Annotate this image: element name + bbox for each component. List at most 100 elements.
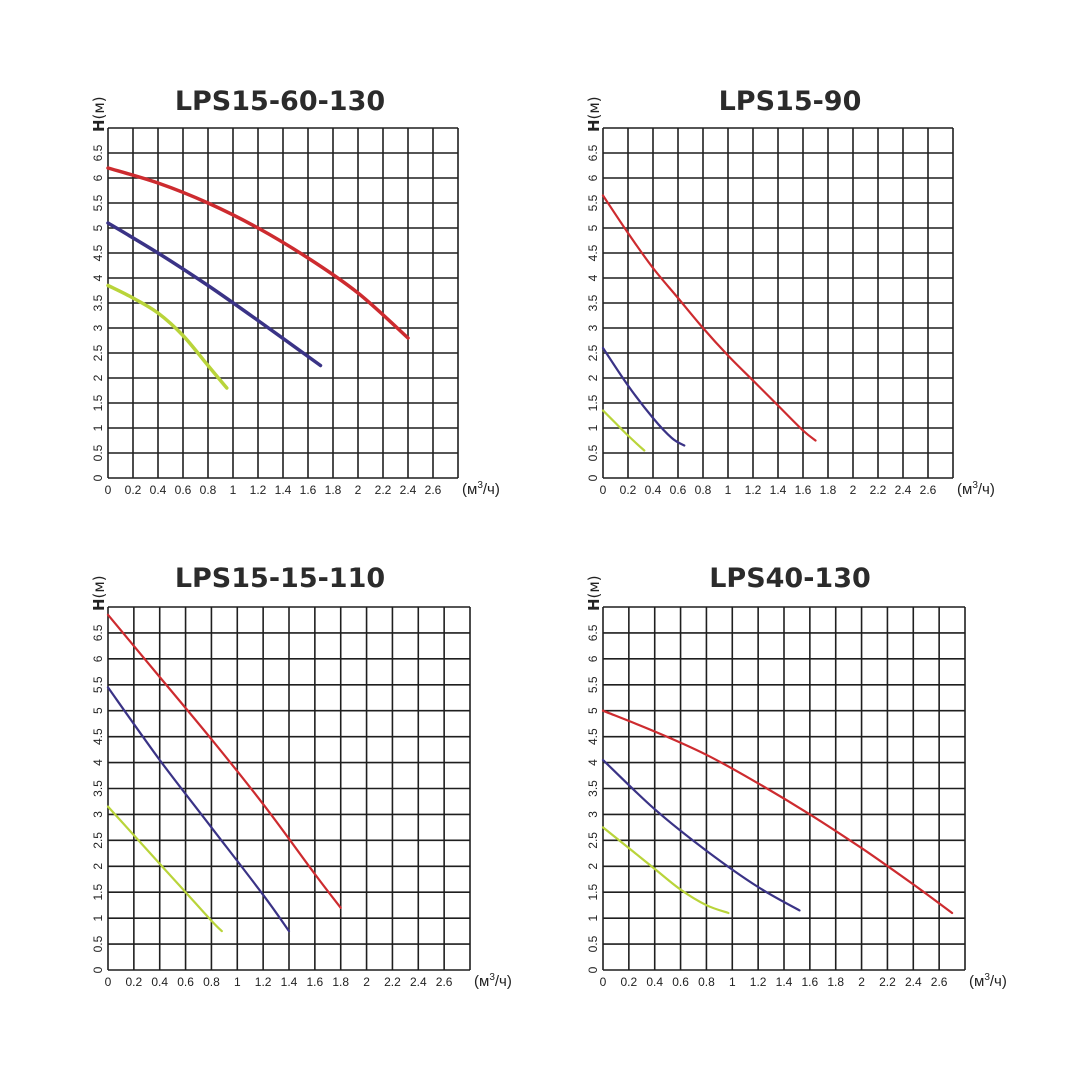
x-tick-label: 1.8 (820, 483, 837, 497)
y-tick-label: 6 (586, 655, 600, 662)
x-tick-label: 1.2 (250, 483, 267, 497)
x-tick-label: 0.2 (126, 975, 143, 989)
y-tick-label: 4.5 (91, 728, 105, 745)
y-tick-label: 3 (586, 324, 600, 331)
x-tick-label: 0.6 (175, 483, 192, 497)
x-unit-tail: /ч) (978, 481, 995, 498)
chart-grid (107, 127, 459, 479)
y-tick-label: 3 (586, 811, 600, 818)
series-line-red (106, 613, 342, 909)
x-tick-label: 0.6 (672, 975, 689, 989)
x-tick-label: 2.2 (375, 483, 392, 497)
y-tick-label: 2 (91, 863, 105, 870)
y-tick-label: 0.5 (91, 935, 105, 952)
y-tick-label: 4.5 (586, 244, 600, 261)
y-axis-label: H(м) (585, 575, 603, 611)
x-tick-label: 1 (230, 483, 237, 497)
x-tick-label: 0.8 (695, 483, 712, 497)
y-tick-label: 1 (91, 424, 105, 431)
y-tick-label: 4 (91, 759, 105, 766)
x-tick-label: 0 (105, 483, 112, 497)
y-tick-label: 1.5 (91, 394, 105, 411)
series-line-green (106, 805, 223, 933)
x-tick-label: 0.6 (670, 483, 687, 497)
y-tick-label: 1 (586, 914, 600, 921)
x-axis-unit: (м3/ч) (957, 480, 995, 498)
y-tick-label: 6.5 (91, 144, 105, 161)
y-label-unit: (м) (90, 575, 108, 598)
x-tick-label: 2.6 (425, 483, 442, 497)
y-tick-label: 4 (586, 274, 600, 281)
chart-grid (602, 127, 954, 479)
chart-title: LPS40-130 (709, 563, 871, 594)
y-tick-label: 2.5 (586, 344, 600, 361)
x-unit-tail: /ч) (495, 973, 512, 990)
y-tick-label: 6 (91, 655, 105, 662)
y-tick-label: 5.5 (91, 194, 105, 211)
y-tick-label: 1.5 (586, 394, 600, 411)
x-tick-label: 1.6 (795, 483, 812, 497)
x-tick-label: 0.2 (620, 483, 637, 497)
x-axis-unit: (м3/ч) (969, 972, 1007, 990)
y-tick-label: 1.5 (586, 884, 600, 901)
x-tick-label: 2.6 (931, 975, 948, 989)
x-tick-label: 1.2 (750, 975, 767, 989)
chart-panel-2: LPS15-90 0 0.2 0.4 0.6 0.8 1 1.2 1.4 1.6 1.8 2 2.2 2.… (585, 86, 995, 498)
y-tick-label: 6.5 (586, 624, 600, 641)
x-tick-label: 0.2 (621, 975, 638, 989)
x-tick-label: 0 (600, 975, 607, 989)
y-tick-label: 2 (91, 374, 105, 381)
x-tick-label: 0.4 (645, 483, 662, 497)
y-axis-label: H(м) (90, 575, 108, 611)
x-tick-label: 1 (729, 975, 736, 989)
y-tick-label: 5.5 (91, 676, 105, 693)
y-axis-label: H(м) (585, 96, 603, 132)
y-tick-label: 3 (91, 324, 105, 331)
y-tick-label: 3.5 (586, 780, 600, 797)
x-tick-label: 1.6 (802, 975, 819, 989)
chart-title: LPS15-15-110 (175, 563, 385, 594)
y-tick-label: 4 (91, 274, 105, 281)
series-line-red (601, 194, 817, 442)
series-line-blue (601, 758, 801, 912)
x-tick-label: 2 (858, 975, 865, 989)
y-tick-label: 0 (586, 474, 600, 481)
y-tick-label: 0 (91, 474, 105, 481)
series-line-green (601, 409, 646, 452)
x-tick-label: 1.2 (745, 483, 762, 497)
x-tick-label: 1 (725, 483, 732, 497)
y-tick-label: 5.5 (586, 194, 600, 211)
x-tick-label: 2.4 (895, 483, 912, 497)
x-unit-base: (м (957, 481, 972, 498)
x-tick-label: 0.4 (151, 975, 168, 989)
x-tick-label: 1.4 (770, 483, 787, 497)
x-tick-label: 1.8 (325, 483, 342, 497)
y-tick-label: 1.5 (91, 884, 105, 901)
x-tick-label: 2 (850, 483, 857, 497)
x-tick-label: 0 (600, 483, 607, 497)
y-label-main: H (585, 598, 603, 611)
chart-grid (602, 606, 966, 971)
x-tick-label: 1.6 (300, 483, 317, 497)
y-tick-label: 3.5 (586, 294, 600, 311)
x-tick-label: 2.6 (436, 975, 453, 989)
x-tick-label: 1.8 (827, 975, 844, 989)
x-unit-base: (м (462, 481, 477, 498)
y-tick-label: 5 (91, 707, 105, 714)
y-label-main: H (90, 598, 108, 611)
y-tick-label: 1 (91, 914, 105, 921)
y-tick-label: 6.5 (586, 144, 600, 161)
y-tick-label: 0.5 (586, 444, 600, 461)
series-line-red (601, 709, 954, 915)
series-line-blue (106, 686, 291, 933)
x-tick-label: 2.2 (879, 975, 896, 989)
x-unit-tail: /ч) (990, 973, 1007, 990)
y-tick-label: 5 (586, 224, 600, 231)
chart-grid (107, 606, 471, 971)
x-tick-label: 2.2 (384, 975, 401, 989)
x-axis-unit: (м3/ч) (462, 480, 500, 498)
y-tick-label: 2.5 (586, 832, 600, 849)
x-tick-label: 0.8 (203, 975, 220, 989)
